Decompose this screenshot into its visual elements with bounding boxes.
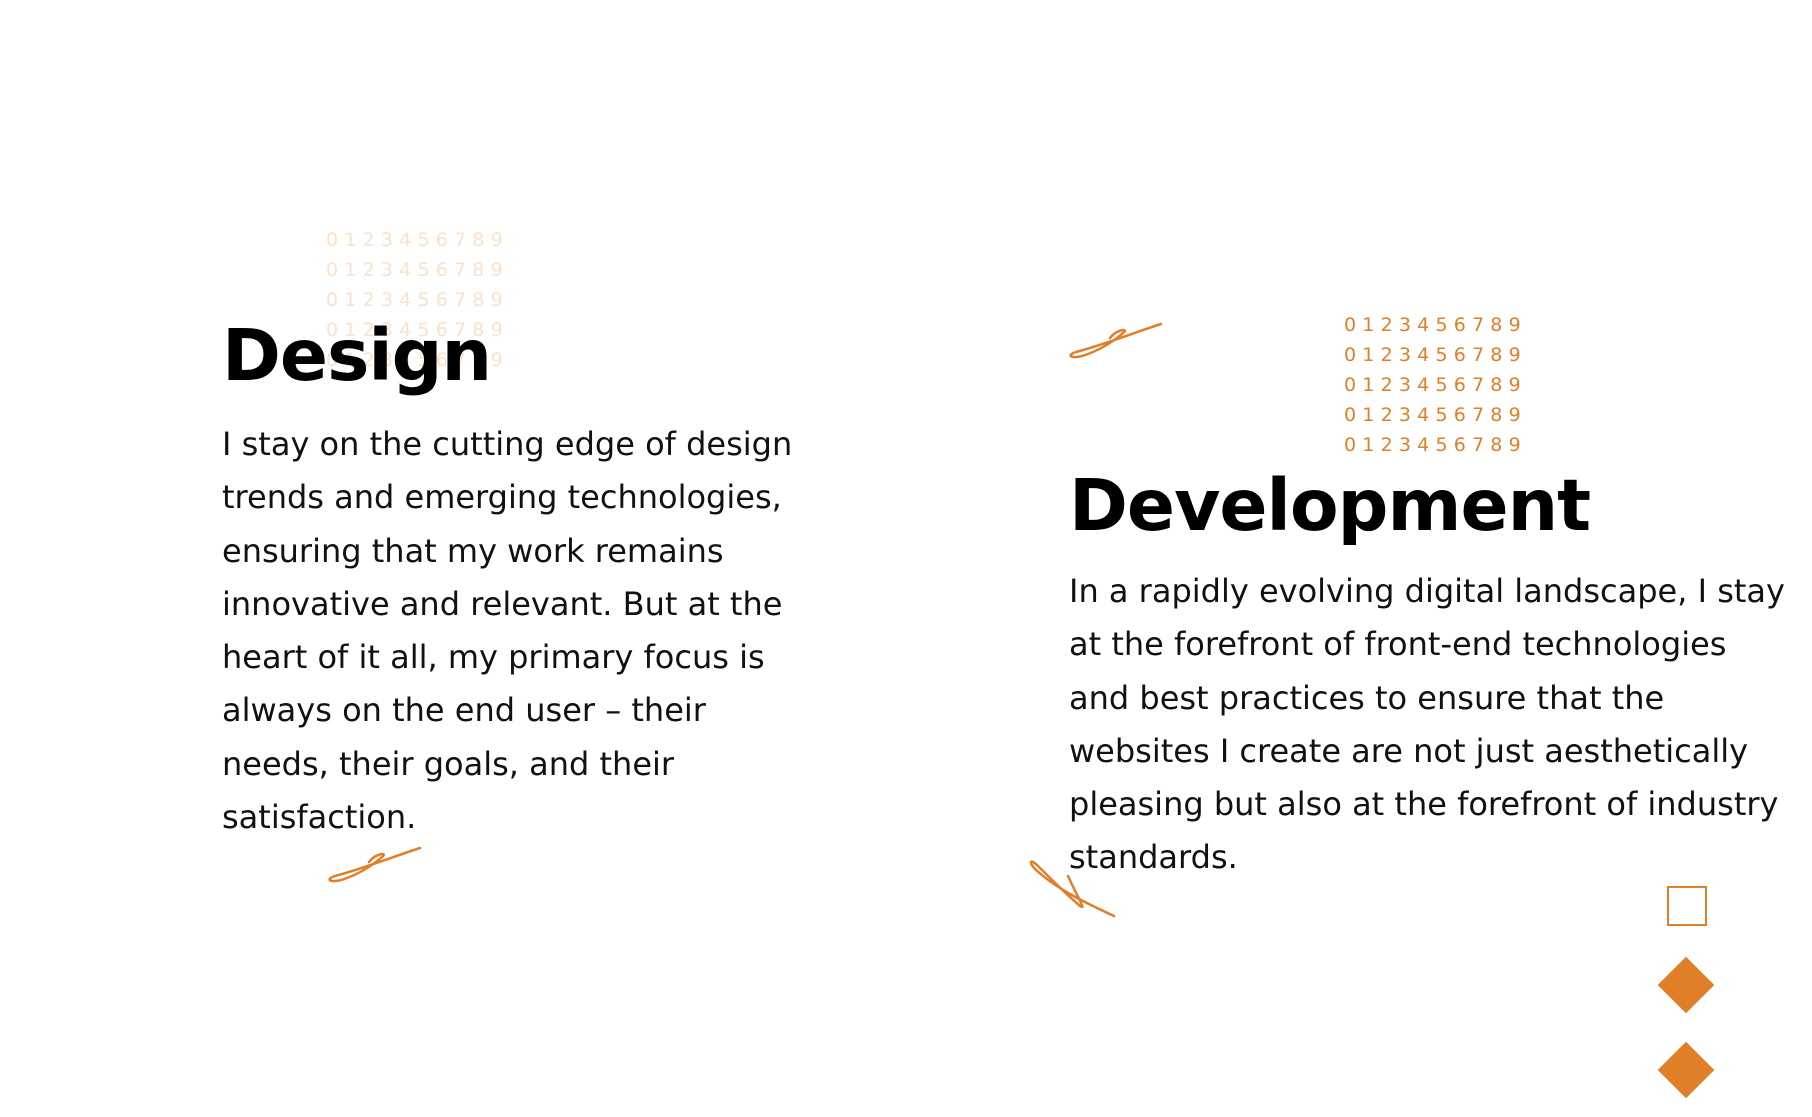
- digit-row: 0123456789: [1344, 404, 1527, 426]
- squiggle-icon: [328, 846, 422, 883]
- development-digit-pattern: 0123456789 0123456789 0123456789 0123456…: [1344, 310, 1527, 460]
- development-description: In a rapidly evolving digital landscape,…: [1069, 572, 1785, 877]
- development-heading: Development: [1069, 464, 1591, 547]
- outline-square-icon: [1667, 886, 1707, 926]
- diamond-icon: [1657, 956, 1715, 1014]
- diamond-icon: [1657, 1041, 1715, 1099]
- design-description: I stay on the cutting edge of design tre…: [222, 425, 793, 837]
- digit-row: 0123456789: [326, 349, 509, 371]
- digit-row: 0123456789: [1344, 434, 1527, 456]
- digit-row: 0123456789: [1344, 314, 1527, 336]
- design-heading: Design: [222, 314, 492, 397]
- digit-row: 0123456789: [326, 259, 509, 281]
- digit-row: 0123456789: [1344, 374, 1527, 396]
- digit-row: 0123456789: [326, 289, 509, 311]
- squiggle-icon: [1069, 322, 1163, 359]
- digit-row: 0123456789: [1344, 344, 1527, 366]
- digit-row: 0123456789: [326, 319, 509, 341]
- design-digit-pattern: 0123456789 0123456789 0123456789 0123456…: [326, 225, 509, 375]
- squiggle-icon: [1029, 860, 1116, 918]
- digit-row: 0123456789: [326, 229, 509, 251]
